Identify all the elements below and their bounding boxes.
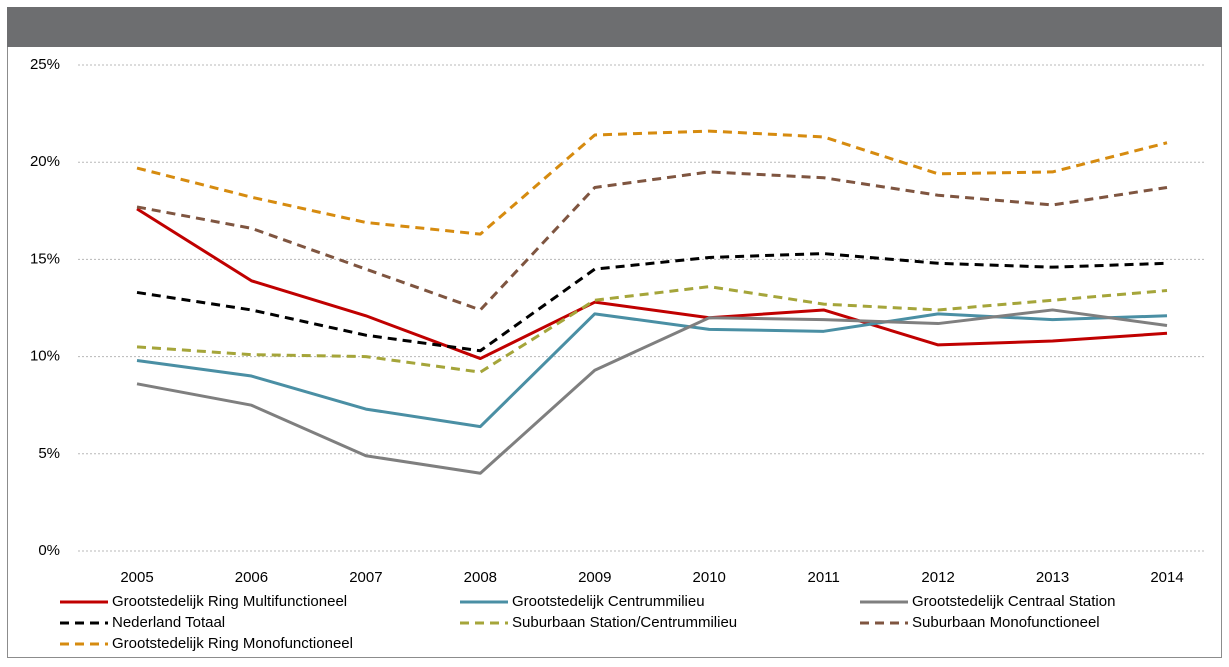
- legend-label: Grootstedelijk Centrummilieu: [512, 593, 705, 610]
- frame: [7, 7, 1222, 658]
- legend-label: Suburbaan Monofunctioneel: [912, 614, 1100, 631]
- legend-label: Grootstedelijk Ring Multifunctioneel: [112, 593, 347, 610]
- series-line: [136, 308, 1168, 475]
- legend-label: Grootstedelijk Ring Monofunctioneel: [112, 635, 353, 652]
- legend-label: Nederland Totaal: [112, 614, 225, 631]
- x-tick-label: 2008: [464, 569, 497, 586]
- series-line: [136, 207, 1168, 361]
- x-tick-label: 2013: [1036, 569, 1069, 586]
- header-bar: [7, 7, 1222, 47]
- y-tick-label: 10%: [30, 348, 60, 365]
- y-tick-label: 0%: [38, 542, 60, 559]
- series-line: [136, 170, 1168, 312]
- x-tick-label: 2014: [1150, 569, 1183, 586]
- x-tick-label: 2011: [808, 569, 840, 586]
- legend-label: Grootstedelijk Centraal Station: [912, 593, 1115, 610]
- x-tick-label: 2005: [120, 569, 153, 586]
- series-line: [136, 285, 1168, 374]
- series-line: [136, 252, 1168, 353]
- y-tick-label: 5%: [38, 445, 60, 462]
- y-tick-label: 20%: [30, 153, 60, 170]
- x-tick-label: 2007: [349, 569, 382, 586]
- legend-label: Suburbaan Station/Centrummilieu: [512, 614, 737, 631]
- series-line: [136, 129, 1168, 236]
- x-tick-label: 2009: [578, 569, 611, 586]
- x-tick-label: 2010: [693, 569, 726, 586]
- x-tick-label: 2012: [921, 569, 954, 586]
- x-tick-label: 2006: [235, 569, 268, 586]
- y-tick-label: 15%: [30, 250, 60, 267]
- y-tick-label: 25%: [30, 56, 60, 73]
